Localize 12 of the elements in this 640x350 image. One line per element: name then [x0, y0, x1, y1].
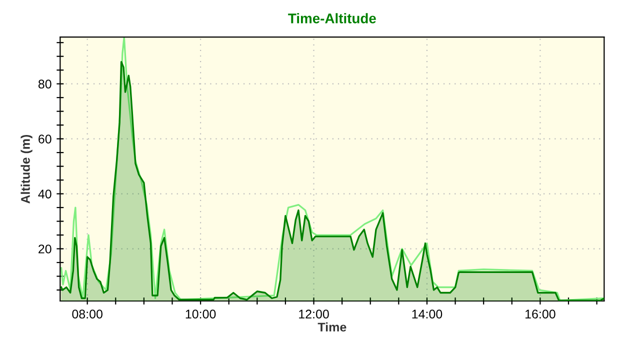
y-tick-label: 40	[38, 190, 52, 198]
y-tick-label: 20	[38, 244, 52, 254]
x-tick-label: 14:00	[412, 310, 442, 319]
chart-title: Time-Altitude	[288, 13, 376, 24]
x-tick-label: 10:00	[186, 310, 216, 319]
x-axis-title: Time	[318, 322, 346, 332]
x-tick-label: 08:00	[72, 310, 102, 319]
x-tick-label: 16:00	[526, 310, 556, 319]
y-axis-title: Altitude (m)	[20, 134, 32, 204]
y-tick-label: 80	[38, 80, 52, 88]
x-tick-label: 12:00	[299, 310, 329, 319]
y-tick-label: 60	[38, 134, 52, 144]
